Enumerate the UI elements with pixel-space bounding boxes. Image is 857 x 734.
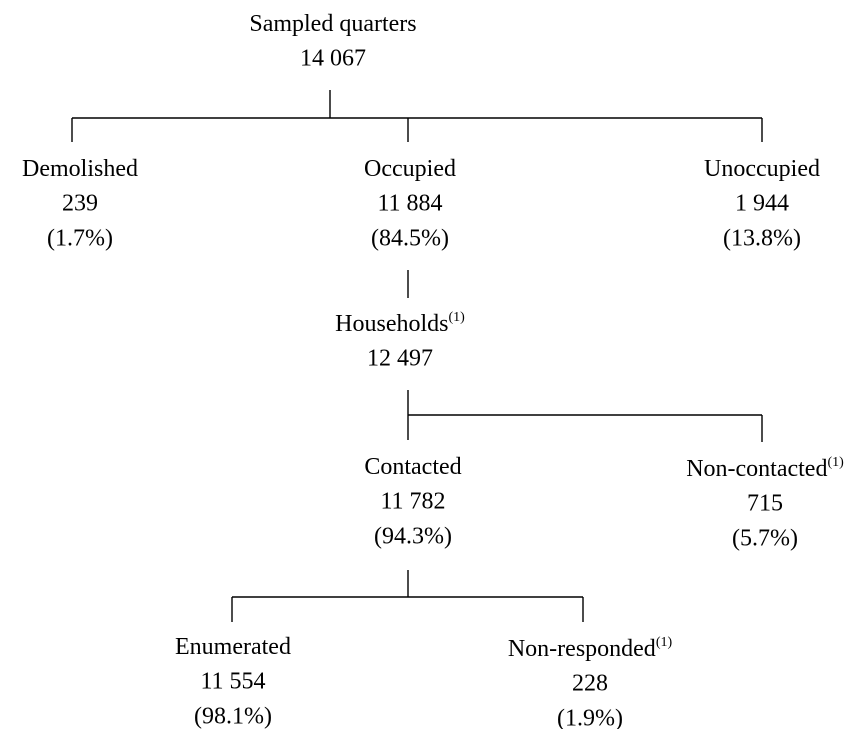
node-count: 11 782 bbox=[380, 489, 445, 515]
node-share: (98.1%) bbox=[194, 704, 272, 730]
label-text: Non-responded bbox=[508, 636, 656, 662]
label-text: Non-contacted bbox=[686, 456, 827, 482]
node-label: Non-responded(1) bbox=[508, 635, 673, 661]
footnote-marker: (1) bbox=[656, 635, 673, 650]
node: Households(1) 12 497 bbox=[335, 310, 465, 371]
node-label: Enumerated bbox=[175, 634, 291, 660]
nodes: Sampled quarters 14 067 Demolished 239 (1.7%… bbox=[22, 11, 844, 732]
node-count: 12 497 bbox=[367, 346, 433, 372]
node-label: Demolished bbox=[22, 156, 138, 182]
node-label: Unoccupied bbox=[704, 156, 820, 182]
label-text: Occupied bbox=[364, 156, 456, 182]
node-share: (1.9%) bbox=[557, 706, 623, 730]
node-count: 11 554 bbox=[200, 669, 265, 695]
label-text: Enumerated bbox=[175, 634, 291, 660]
node-share: (84.5%) bbox=[371, 226, 449, 252]
node-count: 228 bbox=[572, 671, 608, 697]
node: Demolished 239 (1.7%) bbox=[22, 156, 138, 252]
node: Sampled quarters 14 067 bbox=[249, 11, 416, 72]
node-label: Households(1) bbox=[335, 310, 465, 336]
label-text: Sampled quarters bbox=[249, 11, 416, 37]
node-count: 1 944 bbox=[735, 191, 789, 217]
node-share: (13.8%) bbox=[723, 226, 801, 252]
label-text: Households bbox=[335, 311, 448, 337]
node: Non-contacted(1) 715 (5.7%) bbox=[686, 455, 844, 551]
connectors bbox=[71, 90, 763, 622]
node: Occupied 11 884 (84.5%) bbox=[364, 156, 456, 252]
node-label: Non-contacted(1) bbox=[686, 455, 844, 481]
node: Enumerated 11 554 (98.1%) bbox=[175, 634, 291, 730]
node-share: (1.7%) bbox=[47, 226, 113, 252]
label-text: Unoccupied bbox=[704, 156, 820, 182]
node: Non-responded(1) 228 (1.9%) bbox=[508, 635, 673, 731]
node-label: Contacted bbox=[364, 454, 461, 480]
node-count: 14 067 bbox=[300, 46, 366, 72]
node-label: Sampled quarters bbox=[249, 11, 416, 37]
footnote-marker: (1) bbox=[827, 455, 844, 470]
label-text: Demolished bbox=[22, 156, 138, 182]
node-share: (94.3%) bbox=[374, 524, 452, 550]
node-share: (5.7%) bbox=[732, 526, 798, 552]
node-label: Occupied bbox=[364, 156, 456, 182]
label-text: Contacted bbox=[364, 454, 461, 480]
node-count: 11 884 bbox=[377, 191, 442, 217]
node: Contacted 11 782 (94.3%) bbox=[364, 454, 461, 550]
node: Unoccupied 1 944 (13.8%) bbox=[704, 156, 820, 252]
node-count: 715 bbox=[747, 491, 783, 517]
footnote-marker: (1) bbox=[449, 310, 466, 325]
node-count: 239 bbox=[62, 191, 98, 217]
